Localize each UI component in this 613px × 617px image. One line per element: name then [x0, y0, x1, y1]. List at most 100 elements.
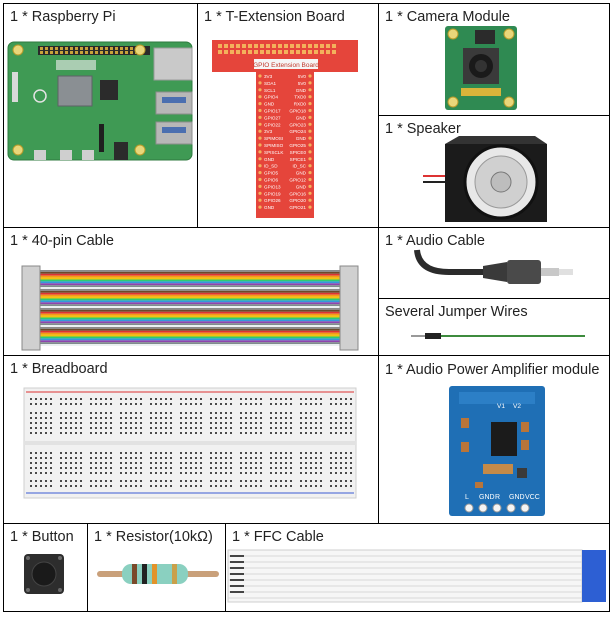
breadboard-hole [165, 472, 167, 474]
breadboard-hole [250, 467, 252, 469]
cell-speaker: 1 * Speaker [379, 116, 609, 227]
breadboard-hole [285, 472, 287, 474]
table-border-bottom [3, 611, 610, 612]
breadboard-hole [95, 480, 97, 482]
breadboard-hole [40, 427, 42, 429]
breadboard-hole [70, 485, 72, 487]
breadboard-hole [105, 422, 107, 424]
breadboard-hole [350, 403, 352, 405]
breadboard-hole [315, 412, 317, 414]
breadboard-hole [40, 398, 42, 400]
breadboard-hole [220, 422, 222, 424]
breadboard-hole [95, 457, 97, 459]
breadboard-hole [30, 403, 32, 405]
breadboard-hole [165, 452, 167, 454]
ribbon-wire [40, 298, 340, 301]
breadboard-hole [240, 462, 242, 464]
breadboard-hole [105, 417, 107, 419]
breadboard-hole [245, 472, 247, 474]
breadboard-hole [160, 432, 162, 434]
breadboard-hole [310, 412, 312, 414]
breadboard-hole [80, 485, 82, 487]
ribbon-wire [40, 294, 340, 297]
breadboard-hole [80, 417, 82, 419]
ribbon-wire [40, 308, 340, 310]
breadboard-hole [320, 457, 322, 459]
breadboard-hole [230, 422, 232, 424]
breadboard-hole [200, 398, 202, 400]
breadboard-hole [105, 452, 107, 454]
breadboard-hole [60, 457, 62, 459]
breadboard-hole [315, 480, 317, 482]
row-line-2 [3, 355, 610, 356]
breadboard-hole [280, 422, 282, 424]
breadboard-hole [30, 462, 32, 464]
breadboard-hole [100, 417, 102, 419]
breadboard-hole [180, 417, 182, 419]
breadboard-hole [250, 417, 252, 419]
breadboard-hole [75, 427, 77, 429]
breadboard-hole [110, 452, 112, 454]
amp-top-label-1: V2 [513, 403, 521, 410]
breadboard-hole [40, 462, 42, 464]
breadboard-hole [260, 462, 262, 464]
table-border-top [3, 3, 610, 4]
breadboard-hole [335, 427, 337, 429]
breadboard-hole [45, 485, 47, 487]
breadboard-hole [275, 398, 277, 400]
breadboard-hole [40, 480, 42, 482]
breadboard-hole [60, 480, 62, 482]
breadboard-hole [70, 403, 72, 405]
breadboard-hole [210, 398, 212, 400]
breadboard-hole [185, 472, 187, 474]
breadboard-hole [225, 472, 227, 474]
breadboard-hole [130, 485, 132, 487]
breadboard-hole [285, 432, 287, 434]
breadboard-hole [250, 480, 252, 482]
t-extension-image: GPIO Extension Board 3V3 5V0 SDA1 5V0 SCL1 GN… [212, 40, 358, 218]
breadboard-hole [65, 472, 67, 474]
breadboard-hole [125, 467, 127, 469]
breadboard-hole [275, 472, 277, 474]
breadboard-hole [270, 452, 272, 454]
breadboard-hole [335, 467, 337, 469]
breadboard-hole [270, 417, 272, 419]
breadboard-hole [350, 485, 352, 487]
breadboard-hole [130, 422, 132, 424]
breadboard-hole [210, 480, 212, 482]
breadboard-hole [105, 472, 107, 474]
breadboard-hole [190, 412, 192, 414]
breadboard-hole [350, 422, 352, 424]
breadboard-hole [320, 485, 322, 487]
breadboard-hole [160, 462, 162, 464]
breadboard-hole [345, 452, 347, 454]
ribbon-wire [40, 321, 340, 324]
breadboard-hole [130, 417, 132, 419]
jumper-wire-image [411, 333, 585, 339]
breadboard-hole [290, 403, 292, 405]
breadboard-hole [225, 462, 227, 464]
breadboard-hole [35, 485, 37, 487]
breadboard-hole [200, 462, 202, 464]
pin-dot [258, 95, 262, 99]
breadboard-hole [290, 432, 292, 434]
ribbon-wire [40, 330, 340, 333]
breadboard-hole [80, 472, 82, 474]
breadboard-hole [70, 462, 72, 464]
breadboard-hole [290, 417, 292, 419]
breadboard-hole [200, 412, 202, 414]
pin-label-right: GPIO21 [289, 205, 306, 210]
breadboard-hole [330, 485, 332, 487]
pin-label-left: GPIO22 [264, 122, 281, 127]
pin-dot [258, 143, 262, 147]
breadboard-hole [150, 412, 152, 414]
breadboard-hole [320, 412, 322, 414]
pin-dot [308, 95, 312, 99]
breadboard-hole [195, 467, 197, 469]
breadboard-hole [305, 427, 307, 429]
breadboard-hole [225, 427, 227, 429]
cell-ffc-cable: 1 * FFC Cable [226, 524, 609, 611]
breadboard-hole [195, 417, 197, 419]
cell-button: 1 * Button [4, 524, 87, 611]
breadboard-hole [140, 480, 142, 482]
